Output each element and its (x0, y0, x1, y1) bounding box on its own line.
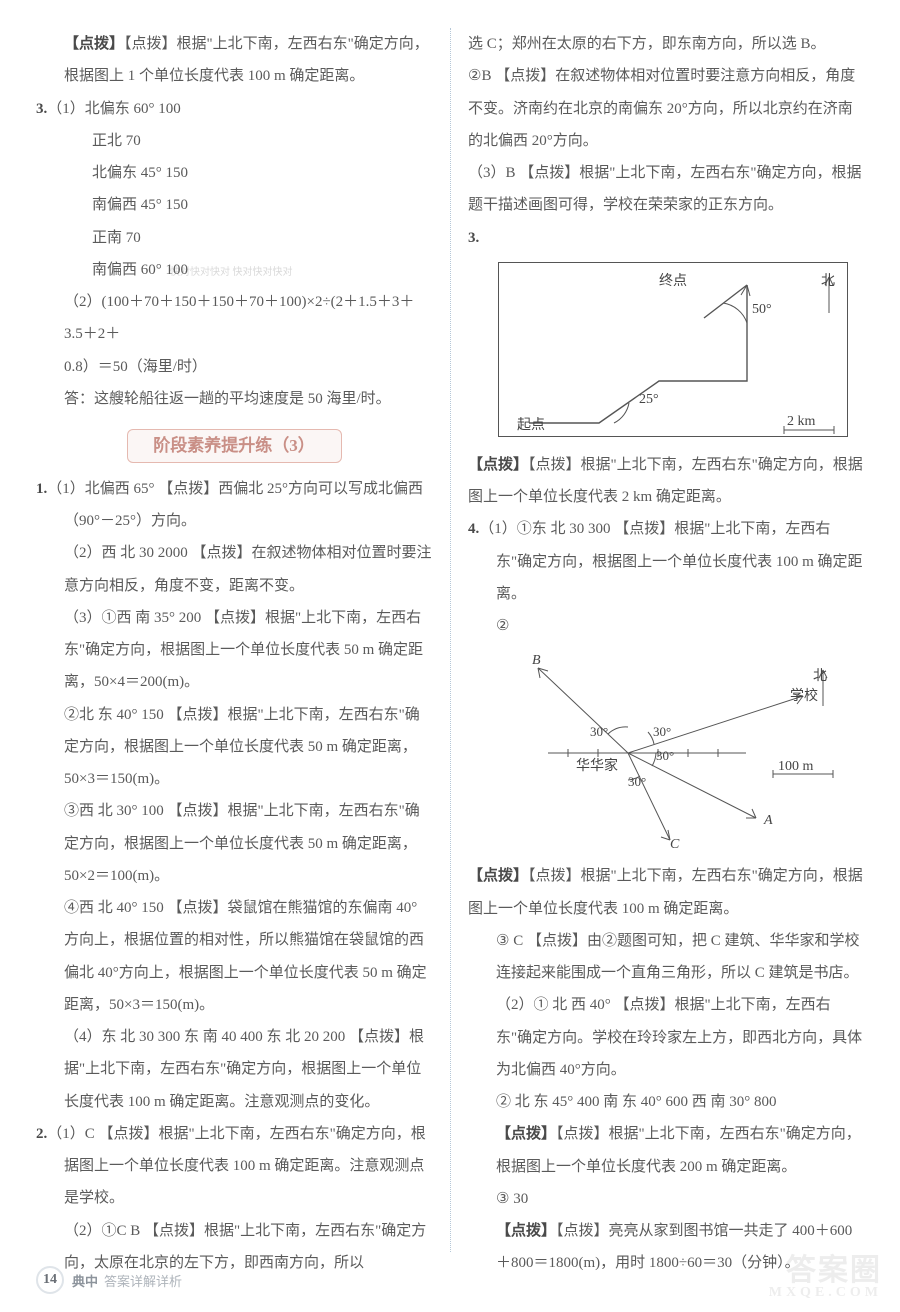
hint-label: 【点拨】 (468, 457, 528, 473)
q1-3b: ②北 东 40° 150 【点拨】根据"上北下南，左西右东"确定方向，根据图上一… (36, 699, 432, 796)
q4-1c: ③ C 【点拨】由②题图可知，把 C 建筑、华华家和学校连接起来能围成一个直角三… (468, 925, 864, 990)
r2: ②B 【点拨】在叙述物体相对位置时要注意方向相反，角度不变。济南约在北京的南偏东… (468, 60, 864, 157)
row: 北偏东 45° 150 (36, 157, 432, 189)
q-number: 4. (468, 521, 479, 537)
q3-p2a: （2）(100＋70＋150＋150＋70＋100)×2÷(2＋1.5＋3＋3.… (36, 286, 432, 351)
para: 【点拨】【点拨】根据"上北下南，左西右东"确定方向，根据图上 1 个单位长度代表… (36, 28, 432, 93)
diagram2-svg (498, 648, 853, 848)
d2-ab: 30° (628, 768, 646, 796)
d2-A: A (764, 806, 773, 836)
d1-scale: 2 km (787, 407, 815, 437)
d2-atl: 30° (590, 718, 608, 746)
r4: 【点拨】【点拨】根据"上北下南，左西右东"确定方向，根据图上一个单位长度代表 2… (468, 449, 864, 514)
q4-1a: 4.（1）①东 北 30 300 【点拨】根据"上北下南，左西右东"确定方向，根… (468, 513, 864, 610)
diagram-compass: B 北 学校 华华家 A C 100 m 30° 30° 30° 30° (498, 648, 853, 848)
footer-brand: 典中 (72, 1271, 98, 1290)
q4-2b: ② 北 东 45° 400 南 东 40° 600 西 南 30° 800 (468, 1086, 864, 1118)
hint-label: 【点拨】 (496, 1126, 556, 1142)
d1-north: 北 (821, 267, 835, 297)
d2-B: B (532, 646, 541, 676)
row: 南偏西 60° 100 (36, 254, 432, 286)
d2-hua: 华华家 (576, 752, 618, 782)
page-number: 14 (36, 1266, 64, 1294)
q-number: 3. (36, 101, 47, 117)
d2-C: C (670, 830, 679, 860)
diagram-path-map: 终点 北 50° 25° 起点 2 km (498, 262, 848, 437)
q3: 3.（1）北偏东 60° 100 (36, 93, 432, 125)
d1-a25: 25° (639, 385, 659, 415)
d2-dist: 100 m (778, 752, 813, 782)
r3: （3）B 【点拨】根据"上北下南，左西右东"确定方向，根据题干描述画图可得，学校… (468, 157, 864, 222)
q1-3c: ③西 北 30° 100 【点拨】根据"上北下南，左西右东"确定方向，根据图上一… (36, 795, 432, 892)
q1-3a: （3）①西 南 35° 200 【点拨】根据"上北下南，左西右东"确定方向，根据… (36, 602, 432, 699)
q-number: 3. (468, 230, 479, 246)
text: 【点拨】根据"上北下南，左西右东"确定方向，根据图上一个单位长度代表 2 km … (468, 457, 863, 505)
r6: 【点拨】【点拨】根据"上北下南，左西右东"确定方向，根据图上一个单位长度代表 2… (468, 1118, 864, 1183)
q1-2: （2）西 北 30 2000 【点拨】在叙述物体相对位置时要注意方向相反，角度不… (36, 537, 432, 602)
q3-p2b: 0.8）＝50（海里/时） (36, 351, 432, 383)
text: （1）①东 北 30 300 【点拨】根据"上北下南，左西右东"确定方向，根据图… (479, 521, 862, 602)
text: （1）北偏西 65° 【点拨】西偏北 25°方向可以写成北偏西（90°－25°）… (47, 481, 423, 529)
d2-ar: 30° (656, 742, 674, 770)
section-title: 阶段素养提升练（3） (127, 429, 342, 463)
d1-start: 起点 (517, 411, 545, 441)
footer-tail: 答案详解详析 (104, 1271, 182, 1290)
hint-label: 【点拨】 (468, 868, 528, 884)
q-number: 2. (36, 1126, 47, 1142)
d2-school: 学校 (790, 682, 818, 712)
q4-2c: ③ 30 (468, 1183, 864, 1215)
wm-line2: MXQE.COM (769, 1286, 882, 1300)
hint-label: 【点拨】 (64, 36, 124, 52)
right-column: 选 C；郑州在太原的右下方，即东南方向，所以选 B。 ②B 【点拨】在叙述物体相… (450, 28, 864, 1220)
column-divider (450, 28, 451, 1252)
text: 【点拨】根据"上北下南，左西右东"确定方向，根据图上一个单位长度代表 100 m… (468, 868, 863, 916)
q2-1: 2.（1）C 【点拨】根据"上北下南，左西右东"确定方向，根据图上一个单位长度代… (36, 1118, 432, 1215)
text: （1）北偏东 60° 100 (47, 101, 181, 117)
footer: 14 典中 答案详解详析 (36, 1266, 182, 1294)
d1-a50: 50° (752, 295, 772, 325)
q3-p2c: 答：这艘轮船往返一趟的平均速度是 50 海里/时。 (36, 383, 432, 415)
q1-4: （4）东 北 30 300 东 南 40 400 东 北 20 200 【点拨】… (36, 1021, 432, 1118)
q4-1b-label: ② (468, 610, 864, 642)
row: 正北 70 (36, 125, 432, 157)
d1-end: 终点 (659, 267, 687, 297)
r5: 【点拨】【点拨】根据"上北下南，左西右东"确定方向，根据图上一个单位长度代表 1… (468, 860, 864, 925)
hint-label: 【点拨】 (496, 1223, 556, 1239)
q4-2a: （2）① 北 西 40° 【点拨】根据"上北下南，左西右东"确定方向。学校在玲玲… (468, 989, 864, 1086)
left-column: 【点拨】【点拨】根据"上北下南，左西右东"确定方向，根据图上 1 个单位长度代表… (36, 28, 450, 1220)
r7: 【点拨】【点拨】亮亮从家到图书馆一共走了 400＋600＋800＝1800(m)… (468, 1215, 864, 1280)
q-number: 1. (36, 481, 47, 497)
text: （1）C 【点拨】根据"上北下南，左西右东"确定方向，根据图上一个单位长度代表 … (47, 1126, 426, 1207)
row: 正南 70 (36, 222, 432, 254)
q1-3d: ④西 北 40° 150 【点拨】袋鼠馆在熊猫馆的东偏南 40°方向上，根据位置… (36, 892, 432, 1021)
r1: 选 C；郑州在太原的右下方，即东南方向，所以选 B。 (468, 28, 864, 60)
row: 南偏西 45° 150 (36, 189, 432, 221)
q3-right: 3. (468, 222, 864, 254)
q1-1: 1.（1）北偏西 65° 【点拨】西偏北 25°方向可以写成北偏西（90°－25… (36, 473, 432, 538)
